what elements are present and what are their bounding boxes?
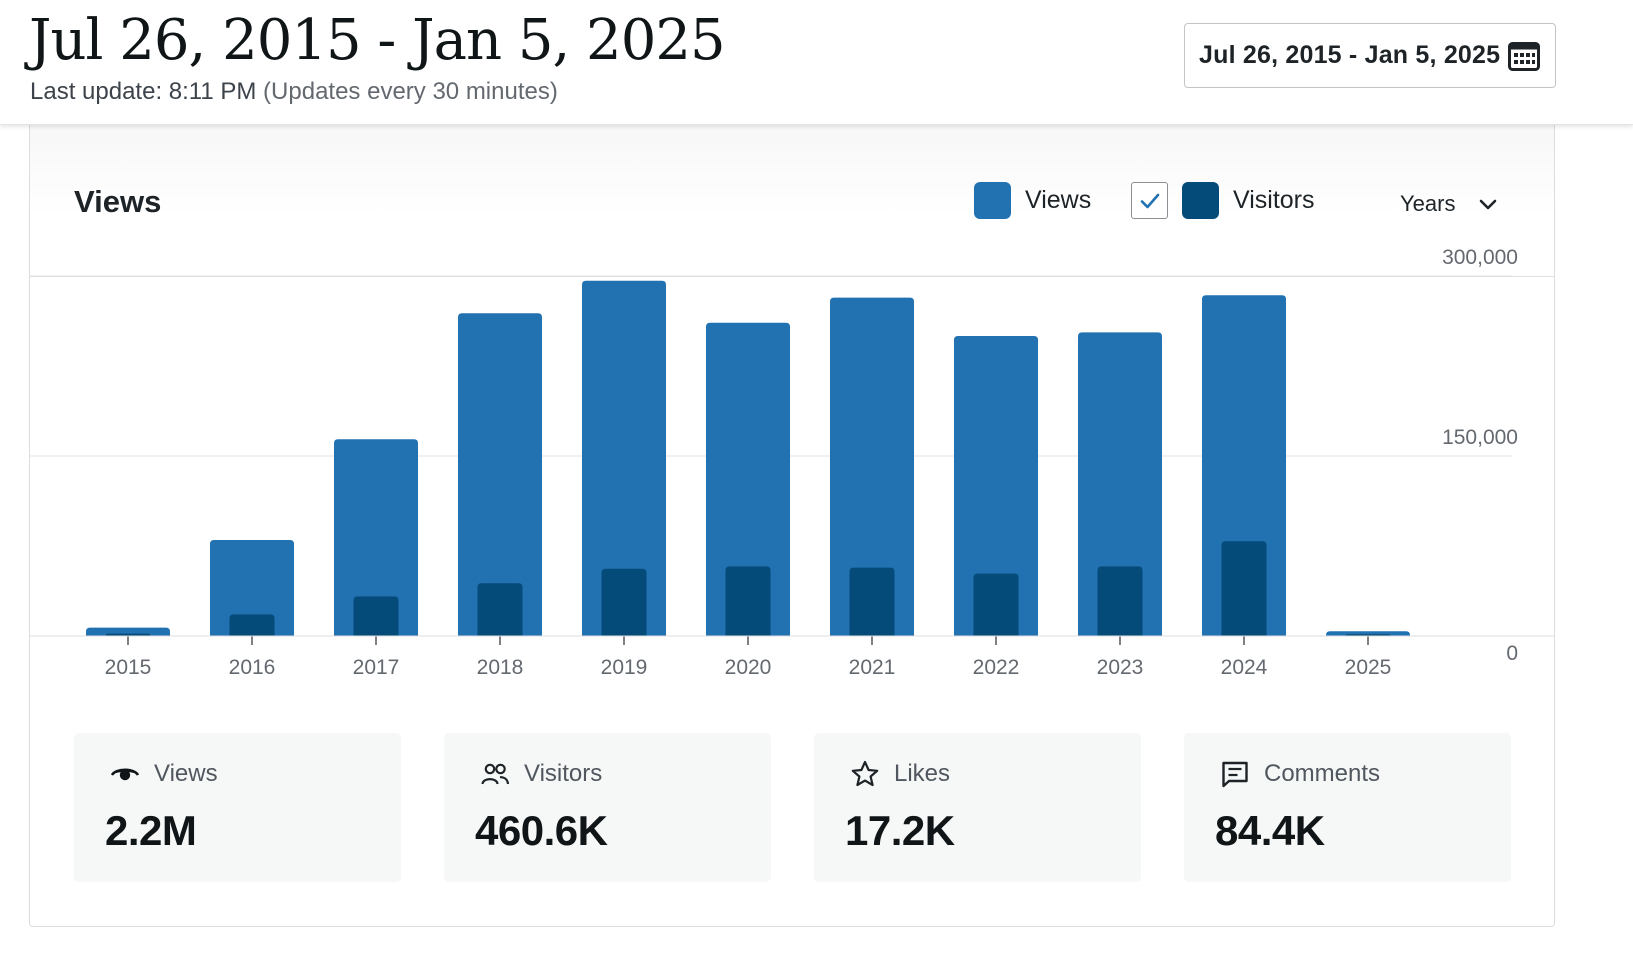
update-frequency-note: (Updates every 30 minutes) [263,78,558,105]
x-tick-label: 2020 [725,656,772,679]
legend-label-visitors: Visitors [1233,185,1315,214]
stat-label: Likes [894,760,951,787]
views-swatch [974,181,1011,219]
visitors-swatch [1182,181,1219,219]
bar-views-2022 [954,336,1038,636]
last-update-text: Last update: 8:11 PM (Updates every 30 m… [30,78,558,106]
visitors-checkbox[interactable] [1131,182,1168,219]
x-tick-label: 2021 [849,656,896,679]
x-tick-label: 2018 [477,656,524,679]
bar-visitors-2017 [353,596,399,636]
calendar-icon [1508,41,1540,71]
views-bar-chart: 0 150,000 300,000 2015 2016 2017 2018 2019 2020 2… [30,246,1554,679]
chart-card-header: Views Views Visitors Years [30,124,1554,277]
views-chart-card: Views Views Visitors Years 0 150,000 300,0… [29,124,1555,927]
stat-card-likes[interactable]: Likes 17.2K [814,733,1141,882]
bar-visitors-2018 [477,583,523,636]
people-icon [481,763,510,785]
x-tick-label: 2015 [105,656,152,679]
bar-views-2019 [582,280,666,636]
chart-title: Views [74,184,162,219]
x-tick-label: 2016 [229,656,276,679]
bar-visitors-2016 [229,614,275,636]
bar-visitors-2020 [725,566,771,636]
x-tick-label: 2023 [1097,656,1144,679]
chevron-down-icon [1480,199,1497,210]
legend-label-views: Views [1025,185,1092,214]
x-tick-label: 2025 [1345,656,1392,679]
x-tick-label: 2024 [1221,656,1268,679]
stat-value: 84.4K [1215,807,1325,854]
bar-visitors-2021 [849,567,895,636]
x-tick-label: 2017 [353,656,400,679]
stat-value: 2.2M [105,807,197,854]
bar-views-2020 [706,322,790,636]
bar-visitors-2015 [105,633,151,636]
bar-visitors-2024 [1221,541,1267,636]
legend-item-views[interactable]: Views [974,181,1092,219]
checkmark-icon [1140,193,1159,208]
x-tick-label: 2019 [601,656,648,679]
legend-item-visitors[interactable]: Visitors [1182,181,1315,219]
date-range-label: Jul 26, 2015 - Jan 5, 2025 [1199,41,1501,69]
star-icon [851,760,879,787]
stat-card-comments[interactable]: Comments 84.4K [1184,733,1511,882]
date-range-picker-button[interactable]: Jul 26, 2015 - Jan 5, 2025 [1184,23,1556,88]
stat-card-views[interactable]: Views 2.2M [74,733,401,882]
stat-label: Comments [1264,760,1381,787]
bar-views-2021 [830,297,914,636]
stat-card-visitors[interactable]: Visitors 460.6K [444,733,771,882]
y-tick-label: 0 [1506,642,1518,665]
comment-icon [1222,761,1248,788]
y-tick-label: 150,000 [1442,426,1518,449]
x-tick-label: 2022 [973,656,1020,679]
bar-visitors-2022 [973,573,1019,636]
bar-views-2018 [458,313,542,636]
stat-label: Views [154,760,218,787]
bar-visitors-2019 [601,568,647,636]
bar-visitors-2023 [1097,566,1143,636]
bar-views-2023 [1078,332,1162,636]
bar-views-2017 [334,439,418,636]
eye-icon [110,768,140,781]
bar-views-2016 [210,540,294,636]
period-select[interactable]: Years [1400,188,1499,220]
y-tick-label: 300,000 [1442,246,1518,269]
stat-value: 17.2K [845,807,955,854]
page-header: Jul 26, 2015 - Jan 5, 2025 Last update: … [0,0,1633,125]
stat-value: 460.6K [475,807,608,854]
period-label: Years [1400,191,1456,216]
last-update-time: Last update: 8:11 PM [30,78,257,105]
page-title: Jul 26, 2015 - Jan 5, 2025 [29,8,726,73]
stat-label: Visitors [524,760,603,787]
